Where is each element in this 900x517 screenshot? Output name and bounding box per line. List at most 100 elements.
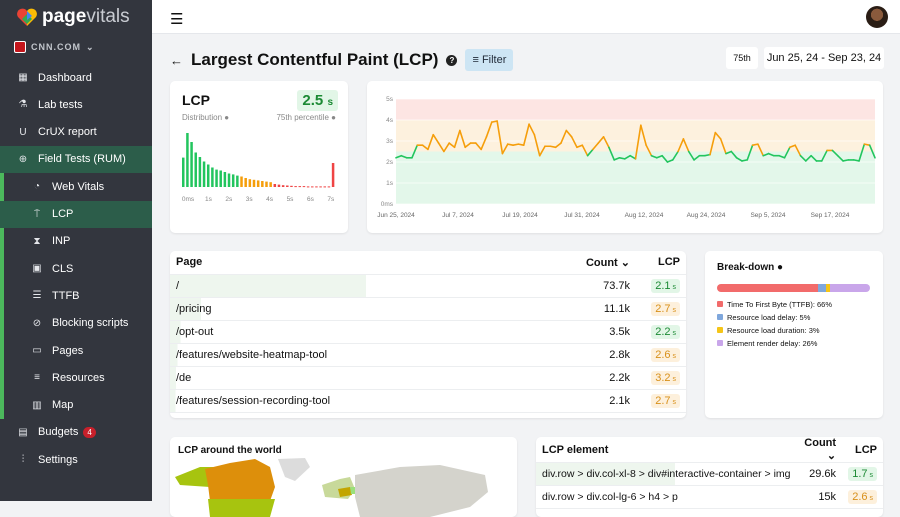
- sidebar-item-map[interactable]: ▥ Map: [0, 392, 152, 419]
- table-row[interactable]: /features/session-recording-tool 2.1k 2.7 s: [170, 389, 686, 413]
- line-segment: [858, 143, 866, 162]
- sidebar-item-label: Map: [52, 399, 74, 412]
- percentile-text: 75th percentile: [276, 113, 329, 122]
- element-selector[interactable]: div.row > div.col-xl-8 > div#interactive…: [536, 462, 797, 486]
- sidebar-item-label: CrUX report: [38, 126, 97, 139]
- element-selector[interactable]: div.row > div.col-lg-6 > h4 > p: [536, 485, 797, 509]
- sidebar-item-label: Lab tests: [38, 98, 83, 111]
- line-segment: [852, 159, 860, 162]
- line-segment: [528, 123, 536, 136]
- distribution-label: Distribution ●: [182, 113, 229, 122]
- x-tick-label: Jul 7, 2024: [442, 212, 474, 219]
- sidebar-item-label: Field Tests (RUM): [38, 153, 126, 166]
- summary-title: LCP: [182, 92, 210, 108]
- page-path[interactable]: /features/session-recording-tool: [170, 389, 556, 413]
- help-icon[interactable]: ●: [224, 113, 230, 122]
- sidebar-item-field-tests-rum[interactable]: ⊕ Field Tests (RUM): [0, 145, 152, 173]
- line-segment: [751, 143, 759, 146]
- table-row[interactable]: div.row > div.col-xl-8 > div#interactive…: [536, 462, 883, 486]
- table-row[interactable]: /pricing 11.1k 2.7 s: [170, 297, 686, 321]
- line-segment: [789, 144, 796, 149]
- histogram-bar: [273, 184, 277, 187]
- line-segment: [836, 154, 844, 162]
- sidebar-item-web-vitals[interactable]: ◔ Web Vitals: [0, 173, 152, 200]
- count-label: Count: [804, 437, 837, 449]
- map-region-asia: [355, 465, 488, 517]
- page-path[interactable]: /: [170, 274, 556, 298]
- date-range-picker[interactable]: Jun 25, 24 - Sep 23, 24: [764, 47, 884, 69]
- line-segment: [554, 142, 562, 149]
- histogram-tick: 6s: [307, 196, 315, 203]
- line-segment: [810, 154, 818, 162]
- table-row[interactable]: /features/website-heatmap-tool 2.8k 2.6 s: [170, 343, 686, 367]
- site-selector[interactable]: CNN.COM ⌄: [14, 41, 95, 53]
- pagevitals-logo[interactable]: pagevitals: [16, 6, 130, 28]
- sliders-icon: ⫶: [21, 454, 25, 466]
- sidebar-item-pages[interactable]: ▭ Pages: [0, 337, 152, 364]
- sidebar-item-label: Dashboard: [38, 71, 92, 84]
- lcp-value: 2.6: [852, 491, 868, 503]
- lcp-unit: s: [672, 306, 677, 314]
- lcp-trend-card: 0ms 1s 2s 3s 4s 5s Jun 25, 2024 Jul 7, 2024 Jul …: [367, 81, 883, 233]
- histogram-bar: [215, 169, 218, 187]
- line-segment: [464, 142, 472, 149]
- percentile-select[interactable]: 75th: [726, 47, 758, 69]
- sidebar-item-dashboard[interactable]: ▦ Dashboard: [0, 64, 152, 91]
- page-path[interactable]: /pricing: [170, 297, 556, 321]
- sidebar-item-label: Pages: [52, 344, 84, 357]
- sidebar-item-budgets[interactable]: ▤ Budgets 4: [0, 419, 152, 446]
- line-segment: [741, 159, 749, 162]
- histogram-bar: [277, 184, 281, 187]
- pages-table-card: Page Count ⌄ LCP /73.7k 2.1 s/pricing 11.1k…: [170, 251, 686, 418]
- sidebar-item-ttfb[interactable]: ☰ TTFB: [0, 282, 152, 309]
- line-segment: [411, 144, 419, 159]
- sidebar-item-crux-report[interactable]: U CrUX report: [0, 119, 152, 146]
- line-segment: [687, 150, 695, 161]
- filter-icon: ≡: [472, 54, 482, 66]
- back-arrow-icon[interactable]: ←: [170, 52, 183, 68]
- legend-swatch: [717, 301, 723, 307]
- sidebar-item-settings[interactable]: ⫶ Settings: [0, 446, 152, 473]
- page-path[interactable]: /features/website-heatmap-tool: [170, 343, 556, 367]
- sidebar-item-blocking-scripts[interactable]: ⊘ Blocking scripts: [0, 310, 152, 337]
- lcp-pill: 2.6 s: [651, 347, 680, 362]
- column-count[interactable]: Count ⌄: [796, 437, 843, 463]
- legend-swatch: [717, 314, 723, 320]
- histogram-bar: [323, 186, 327, 188]
- sidebar-item-cls[interactable]: ▣ CLS: [0, 255, 152, 282]
- sidebar-item-lcp[interactable]: ⍑ LCP: [0, 200, 152, 228]
- histogram-bar: [194, 152, 197, 187]
- legend-swatch: [717, 327, 723, 333]
- page-path[interactable]: /de: [170, 366, 556, 390]
- lcp-pill: 3.2 s: [651, 370, 680, 385]
- table-row[interactable]: /73.7k 2.1 s: [170, 274, 686, 298]
- help-icon[interactable]: ?: [446, 54, 458, 66]
- good-zone: [396, 151, 875, 204]
- page-path[interactable]: /opt-out: [170, 320, 556, 344]
- sidebar-item-inp[interactable]: ⧗ INP: [0, 228, 152, 255]
- filter-button[interactable]: ≡ Filter: [465, 49, 514, 71]
- legend-item: Time To First Byte (TTFB): 66%: [717, 298, 832, 311]
- sidebar-item-resources[interactable]: ≡ Resources: [0, 364, 152, 391]
- help-icon[interactable]: ●: [777, 262, 784, 273]
- table-row[interactable]: /de 2.2k 3.2 s: [170, 366, 686, 390]
- table-row[interactable]: div.row > div.col-lg-6 > h4 > p 15k 2.6 s: [536, 485, 883, 509]
- histogram-bar: [290, 185, 293, 187]
- element-count: 15k: [796, 485, 843, 509]
- line-segment: [778, 154, 786, 159]
- line-segment: [517, 143, 525, 146]
- help-icon[interactable]: ●: [331, 113, 336, 122]
- line-segment: [682, 138, 690, 153]
- sidebar-item-lab-tests[interactable]: ⚗ Lab tests: [0, 91, 152, 118]
- site-name: CNN.COM: [31, 42, 81, 52]
- breakdown-bar: [717, 284, 870, 292]
- column-count[interactable]: Count ⌄: [556, 251, 636, 275]
- filter-label: Filter: [481, 54, 507, 66]
- table-row[interactable]: /opt-out 3.5k 2.2 s: [170, 320, 686, 344]
- world-map[interactable]: [170, 437, 517, 517]
- lcp-value: 2.6: [655, 348, 671, 361]
- x-tick-label: Sep 5, 2024: [750, 212, 785, 219]
- avatar[interactable]: [866, 6, 888, 28]
- needs-improvement-zone: [396, 120, 875, 152]
- hamburger-menu-icon[interactable]: ☰: [170, 11, 184, 28]
